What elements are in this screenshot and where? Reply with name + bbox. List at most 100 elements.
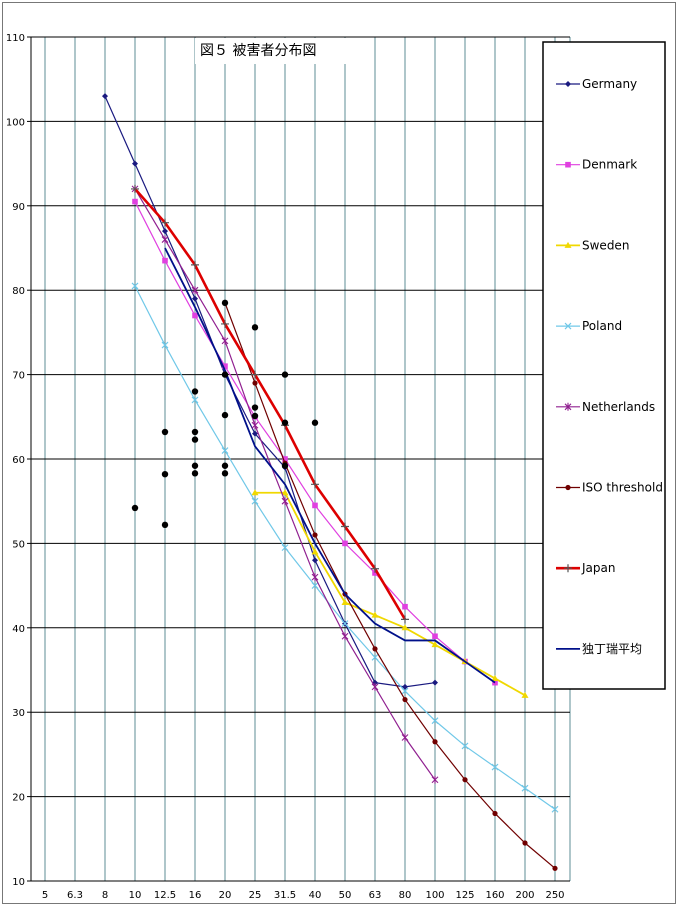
legend-marker [564, 564, 572, 573]
data-point-netherlands [431, 775, 439, 784]
chart-title: 図５ 被害者分布図 [200, 43, 316, 59]
data-point-japan [371, 564, 379, 573]
legend-label: Germany [582, 77, 637, 91]
data-point-poland [431, 717, 439, 725]
data-point-poland [551, 805, 559, 813]
x-tick-label: 160 [485, 890, 504, 901]
x-tick-label: 200 [515, 890, 534, 901]
data-point-poland [401, 687, 409, 695]
series-line-japan [134, 188, 407, 621]
x-tick-label: 80 [399, 890, 412, 901]
x-tick-label: 63 [369, 890, 382, 901]
y-tick-label: 70 [12, 371, 25, 382]
data-point-germany [432, 679, 438, 686]
legend-marker [564, 241, 572, 248]
legend-marker [565, 161, 571, 168]
legend-box [542, 41, 666, 690]
y-tick-label: 80 [12, 286, 25, 297]
data-point-germany [402, 683, 408, 690]
scatter-layer [131, 299, 319, 529]
data-point-iso-threshold [372, 646, 378, 652]
data-point-japan [341, 522, 349, 531]
data-point-denmark [282, 456, 288, 462]
x-tick-label: 8 [102, 890, 108, 901]
victim-point [131, 504, 139, 512]
legend-item-japan: Japan [556, 561, 615, 575]
data-point-denmark [432, 633, 438, 640]
victim-point [221, 299, 229, 307]
x-tick-label: 12.5 [154, 890, 176, 901]
legend-item-denmark: Denmark [556, 158, 637, 172]
data-point-netherlands [281, 497, 289, 506]
victim-point [161, 521, 169, 529]
data-point-denmark [342, 540, 348, 547]
data-point-poland [491, 763, 499, 771]
victim-point [251, 412, 259, 420]
data-point-poland [341, 620, 349, 628]
legend-marker [564, 322, 572, 330]
x-tick-label: 125 [455, 890, 474, 901]
victim-point [191, 388, 199, 395]
legend-marker [565, 81, 571, 87]
data-point-netherlands [161, 235, 169, 244]
legend-item-average: 独丁瑞平均 [556, 642, 642, 656]
data-point-japan [131, 184, 139, 193]
data-point-poland [221, 447, 229, 454]
legend-item-germany: Germany [556, 77, 637, 91]
data-point-germany [102, 93, 108, 100]
series-netherlands [131, 184, 439, 784]
series-sweden [251, 489, 529, 698]
data-point-japan [251, 370, 259, 379]
data-point-sweden [431, 641, 439, 648]
data-point-japan [221, 319, 229, 328]
legend-label: ISO threshold [582, 481, 663, 495]
data-point-netherlands [341, 632, 349, 641]
y-tick-label: 110 [6, 33, 25, 44]
data-point-iso-threshold [552, 865, 558, 871]
data-point-japan [401, 615, 409, 624]
series-poland [131, 282, 559, 813]
x-tick-labels: 5 6.3 8 10 12.5 16 20 25 31.5 40 50 63 80 100 125 160 20… [42, 890, 565, 901]
data-point-iso-threshold [402, 696, 408, 703]
x-tick-label: 40 [309, 890, 322, 901]
data-point-poland [281, 544, 289, 552]
legend-label: Poland [582, 319, 622, 333]
data-point-germany [132, 160, 138, 167]
data-point-japan [311, 480, 319, 489]
victim-point [221, 371, 229, 378]
y-tick-label: 10 [12, 877, 25, 888]
series-line-iso-threshold [224, 302, 556, 869]
victim-point [281, 419, 289, 426]
legend-item-iso-threshold: ISO threshold [556, 481, 663, 495]
x-tick-label: 250 [545, 890, 564, 901]
x-tick-label: 100 [425, 890, 444, 901]
data-point-iso-threshold [252, 380, 258, 386]
data-point-denmark [372, 570, 378, 576]
legend-label: Japan [581, 561, 615, 575]
data-point-denmark [402, 603, 408, 610]
victim-point [251, 324, 259, 331]
data-point-germany [162, 228, 168, 235]
victim-point [221, 411, 229, 419]
data-point-iso-threshold [312, 532, 318, 538]
title-background [195, 38, 355, 64]
legend-label: Netherlands [582, 400, 655, 414]
x-tick-label: 20 [219, 890, 232, 901]
horizontal-gridlines [27, 36, 570, 882]
legend-item-netherlands: Netherlands [556, 400, 655, 414]
series-average [164, 247, 496, 684]
data-point-sweden [341, 598, 349, 605]
data-point-germany [252, 430, 258, 437]
victim-point [311, 419, 319, 426]
y-tick-label: 90 [12, 202, 25, 213]
data-point-denmark [132, 198, 138, 205]
victim-point [191, 428, 199, 436]
data-point-netherlands [221, 336, 229, 345]
legend-label: 独丁瑞平均 [582, 642, 642, 656]
data-point-poland [371, 653, 379, 661]
y-tick-label: 20 [12, 793, 25, 804]
data-point-denmark [312, 502, 318, 509]
victim-point [161, 470, 169, 478]
victim-point [191, 436, 199, 443]
